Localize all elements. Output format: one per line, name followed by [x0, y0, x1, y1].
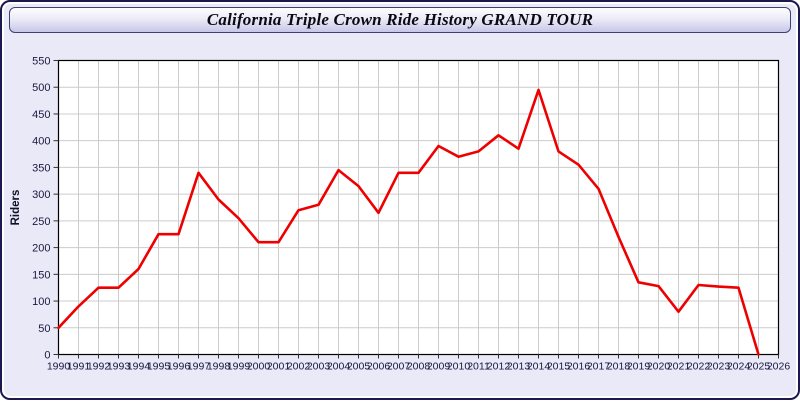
riders-series-line — [57, 88, 760, 356]
y-tick-label: 400 — [32, 136, 50, 148]
x-tick-label: 2012 — [487, 361, 511, 373]
x-tick-label: 1990 — [47, 361, 71, 373]
title-bar: California Triple Crown Ride History GRA… — [9, 7, 791, 33]
x-tick-label: 2022 — [687, 361, 711, 373]
x-tick-label: 1997 — [187, 361, 211, 373]
x-tick-label: 2018 — [607, 361, 631, 373]
x-tick-label: 1993 — [107, 361, 131, 373]
page-title: California Triple Crown Ride History GRA… — [206, 10, 594, 29]
x-tick-label: 2025 — [747, 361, 771, 373]
x-tick-label: 2004 — [327, 361, 351, 373]
x-tick-label: 2026 — [767, 361, 791, 373]
y-tick-label: 550 — [32, 56, 50, 68]
y-tick-label: 200 — [32, 243, 50, 255]
x-tick-label: 1999 — [227, 361, 251, 373]
y-tick-label: 100 — [32, 296, 50, 308]
x-tick-label: 2016 — [567, 361, 591, 373]
x-tick-label: 1998 — [207, 361, 231, 373]
x-tick-label: 2015 — [547, 361, 571, 373]
x-tick-label: 2011 — [467, 361, 490, 373]
y-tick-label: 300 — [32, 189, 50, 201]
y-tick-label: 50 — [38, 323, 50, 335]
x-tick-label: 1996 — [167, 361, 191, 373]
x-tick-label: 2007 — [387, 361, 411, 373]
x-tick-label: 2009 — [427, 361, 451, 373]
x-tick-label: 2008 — [407, 361, 431, 373]
x-tick-label: 2006 — [367, 361, 391, 373]
x-tick-label: 2019 — [627, 361, 651, 373]
x-tick-label: 2001 — [267, 361, 291, 373]
x-tick-label: 2002 — [287, 361, 311, 373]
y-tick-label: 500 — [32, 82, 50, 94]
x-tick-label: 2024 — [727, 361, 751, 373]
y-tick-label: 150 — [32, 269, 50, 281]
x-tick-label: 2003 — [307, 361, 331, 373]
x-tick-label: 2014 — [527, 361, 551, 373]
x-tick-label: 1992 — [87, 361, 111, 373]
y-tick-label: 0 — [44, 350, 50, 362]
x-tick-label: 2020 — [647, 361, 671, 373]
x-tick-label: 2021 — [667, 361, 691, 373]
y-tick-label: 250 — [32, 216, 50, 228]
x-tick-label: 2000 — [247, 361, 271, 373]
x-tick-label: 1991 — [67, 361, 91, 373]
x-tick-label: 1994 — [127, 361, 151, 373]
y-tick-label: 350 — [32, 162, 50, 174]
x-tick-label: 2023 — [707, 361, 731, 373]
x-tick-label: 2005 — [347, 361, 371, 373]
y-tick-label: 450 — [32, 109, 50, 121]
x-tick-label: 1995 — [147, 361, 171, 373]
x-tick-label: 2010 — [447, 361, 471, 373]
x-tick-label: 2017 — [587, 361, 611, 373]
x-tick-label: 2013 — [507, 361, 531, 373]
y-axis-title: Riders — [10, 190, 22, 226]
